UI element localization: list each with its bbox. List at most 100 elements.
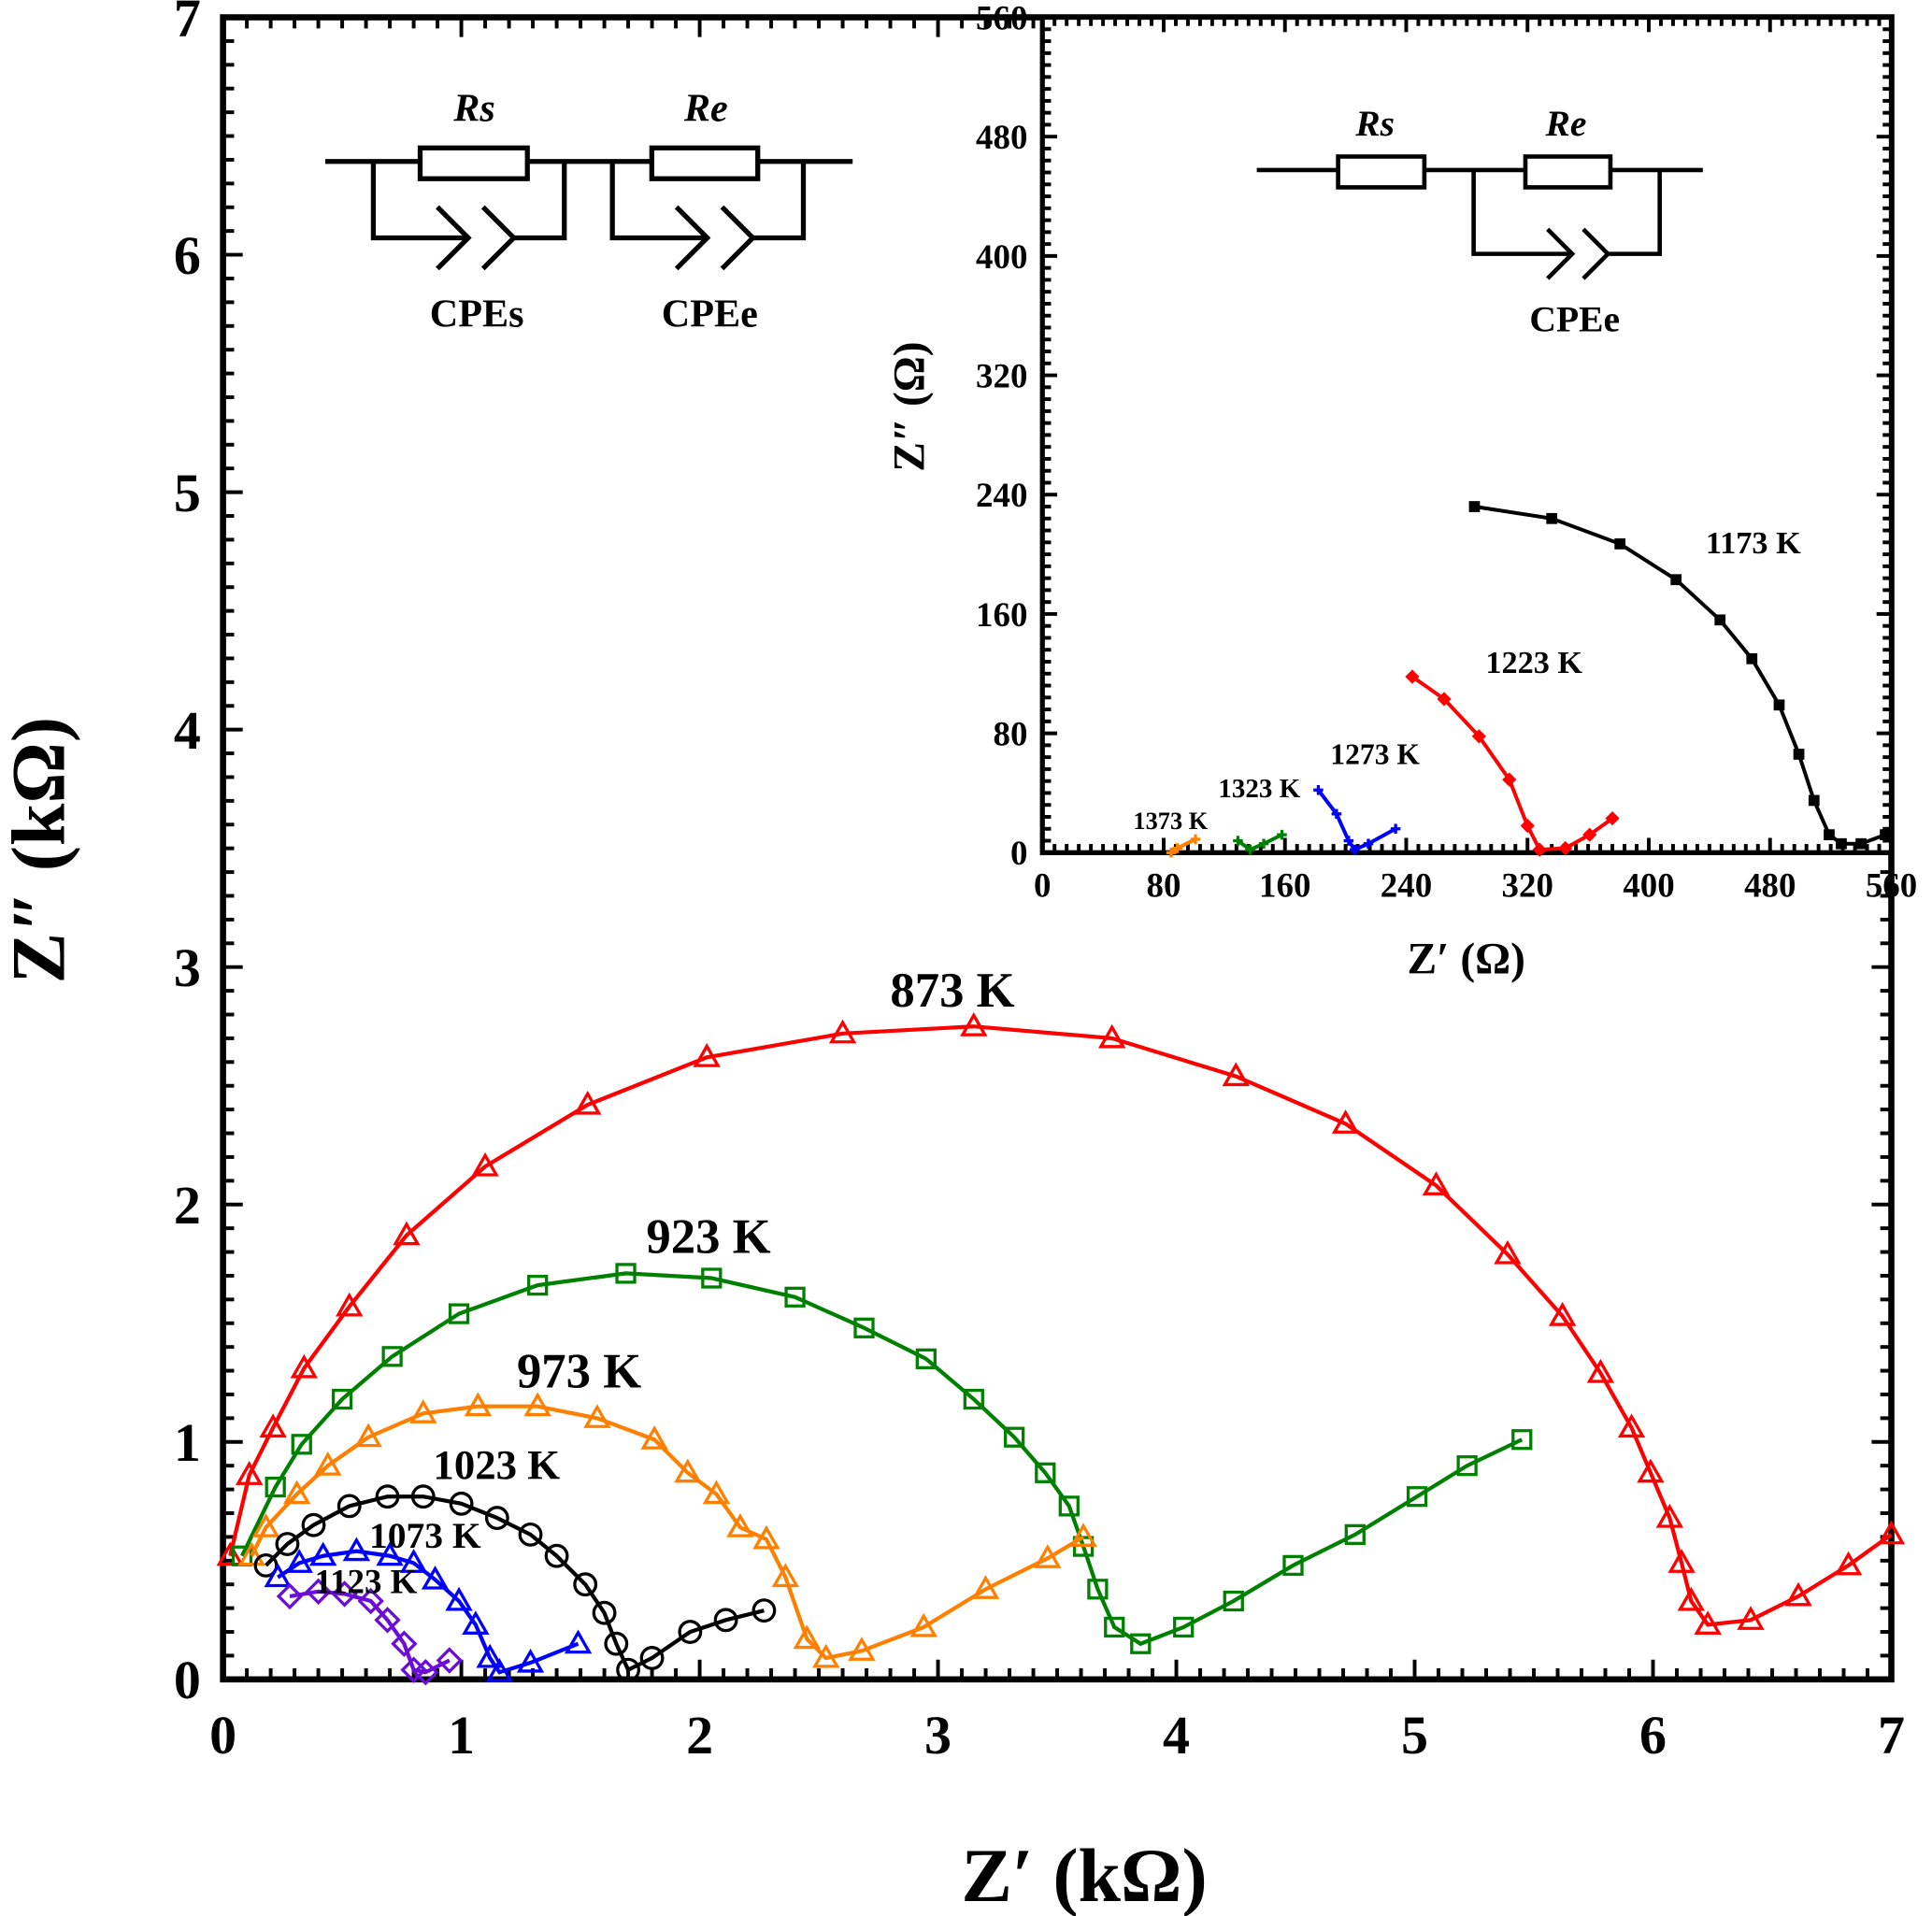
series-label: 1273 K (1330, 737, 1420, 770)
data-point (1834, 1551, 1863, 1576)
x-tick-label: 320 (1502, 866, 1553, 905)
data-point (391, 1630, 418, 1657)
data-point (1808, 794, 1820, 807)
main-y-axis-title: Z″ (kΩ) (0, 717, 81, 983)
data-point (357, 1587, 384, 1615)
series-label: 1373 K (1133, 808, 1208, 835)
data-point (354, 1423, 382, 1448)
data-point (1784, 1581, 1812, 1607)
series-label: 973 K (517, 1344, 641, 1398)
series-label: 1023 K (433, 1441, 560, 1488)
x-tick-label: 0 (209, 1705, 236, 1766)
series-923K: 923 K (231, 1210, 1533, 1654)
data-point (1222, 1062, 1250, 1087)
data-point (1331, 1109, 1360, 1134)
series-1023K: 1023 K (253, 1441, 777, 1682)
inset-circuit-label-rs: Rs (1354, 103, 1395, 144)
series-line (228, 1024, 1893, 1627)
series-1323K: 1323 K (1218, 774, 1301, 855)
data-point (960, 1012, 988, 1037)
series-1123K: 1123 K (276, 1563, 464, 1686)
main-x-axis-title: Z′ (kΩ) (961, 1833, 1207, 1916)
series-1223K: 1223 K (1405, 645, 1620, 857)
data-point (574, 1090, 602, 1115)
series-line (265, 1494, 765, 1673)
data-point (1582, 827, 1597, 842)
data-point (282, 1480, 311, 1505)
data-point (1344, 1523, 1366, 1546)
data-point (421, 1565, 450, 1590)
data-point (674, 1458, 702, 1483)
inset-series-group: 1173 K 1223 K 1273 K 1323 K 1373 K (1133, 501, 1891, 858)
data-point (336, 1292, 364, 1317)
y-tick-label: 480 (976, 118, 1027, 156)
inset-background (1042, 17, 1892, 853)
data-point (409, 1399, 437, 1423)
data-point (1494, 1239, 1522, 1265)
data-point (308, 1541, 337, 1566)
data-point (848, 1637, 876, 1661)
data-point (1617, 1413, 1646, 1438)
data-point (445, 1586, 473, 1611)
data-point (1282, 1554, 1304, 1577)
data-point (527, 1274, 549, 1296)
data-point (1793, 749, 1805, 760)
data-point (1877, 1520, 1906, 1545)
data-point (484, 1506, 509, 1530)
series-1073K: 1073 K (264, 1515, 593, 1682)
data-point (604, 1631, 629, 1656)
data-point (1456, 1455, 1478, 1477)
data-point (640, 1425, 668, 1450)
data-point (331, 1388, 353, 1410)
data-point (342, 1537, 371, 1562)
main-equivalent-circuit (325, 145, 853, 271)
data-point (376, 1541, 404, 1566)
data-point (1637, 1458, 1665, 1483)
inset-equivalent-circuit (1256, 154, 1703, 280)
x-tick-label: 400 (1623, 866, 1674, 905)
y-tick-label: 400 (976, 237, 1027, 276)
data-point (436, 1647, 464, 1674)
data-point (518, 1522, 543, 1547)
data-point (564, 1629, 593, 1654)
data-point (375, 1484, 400, 1509)
data-point (793, 1624, 822, 1650)
data-point (410, 1484, 436, 1509)
series-1173K: 1173 K (1468, 501, 1891, 850)
data-point (1130, 1633, 1152, 1654)
data-point (449, 1491, 474, 1516)
series-label: 1173 K (1706, 525, 1801, 561)
data-point (1422, 1171, 1451, 1195)
series-line (277, 1549, 580, 1675)
inset-plot-frame (1039, 14, 1895, 855)
data-point (1406, 1486, 1428, 1508)
x-tick-label: 4 (1163, 1705, 1190, 1766)
data-point (464, 1392, 493, 1417)
data-point (285, 1549, 313, 1573)
x-tick-label: 560 (1866, 866, 1917, 905)
series-line (1316, 789, 1397, 852)
data-point (963, 1388, 984, 1410)
y-tick-label: 7 (174, 0, 201, 49)
data-point (1104, 1616, 1125, 1638)
data-point (771, 1563, 800, 1588)
data-point (639, 1646, 665, 1670)
data-point (544, 1543, 569, 1568)
x-tick-label: 0 (1034, 866, 1051, 905)
series-1273K: 1273 K (1313, 737, 1420, 855)
data-point (275, 1532, 300, 1556)
data-point (701, 1267, 723, 1289)
data-point (1468, 501, 1481, 512)
data-point (1532, 842, 1547, 857)
data-point (726, 1513, 754, 1537)
data-point (1667, 1549, 1696, 1573)
data-point (828, 1019, 857, 1044)
data-point (678, 1620, 703, 1644)
data-point (1548, 1301, 1577, 1326)
inset-x-axis-title: Z′ (Ω) (1407, 935, 1524, 983)
data-point (1223, 1590, 1244, 1612)
circuit-label-rs: Rs (452, 86, 495, 130)
data-point (251, 1513, 280, 1537)
y-tick-label: 240 (976, 476, 1027, 514)
data-point (1714, 614, 1726, 626)
